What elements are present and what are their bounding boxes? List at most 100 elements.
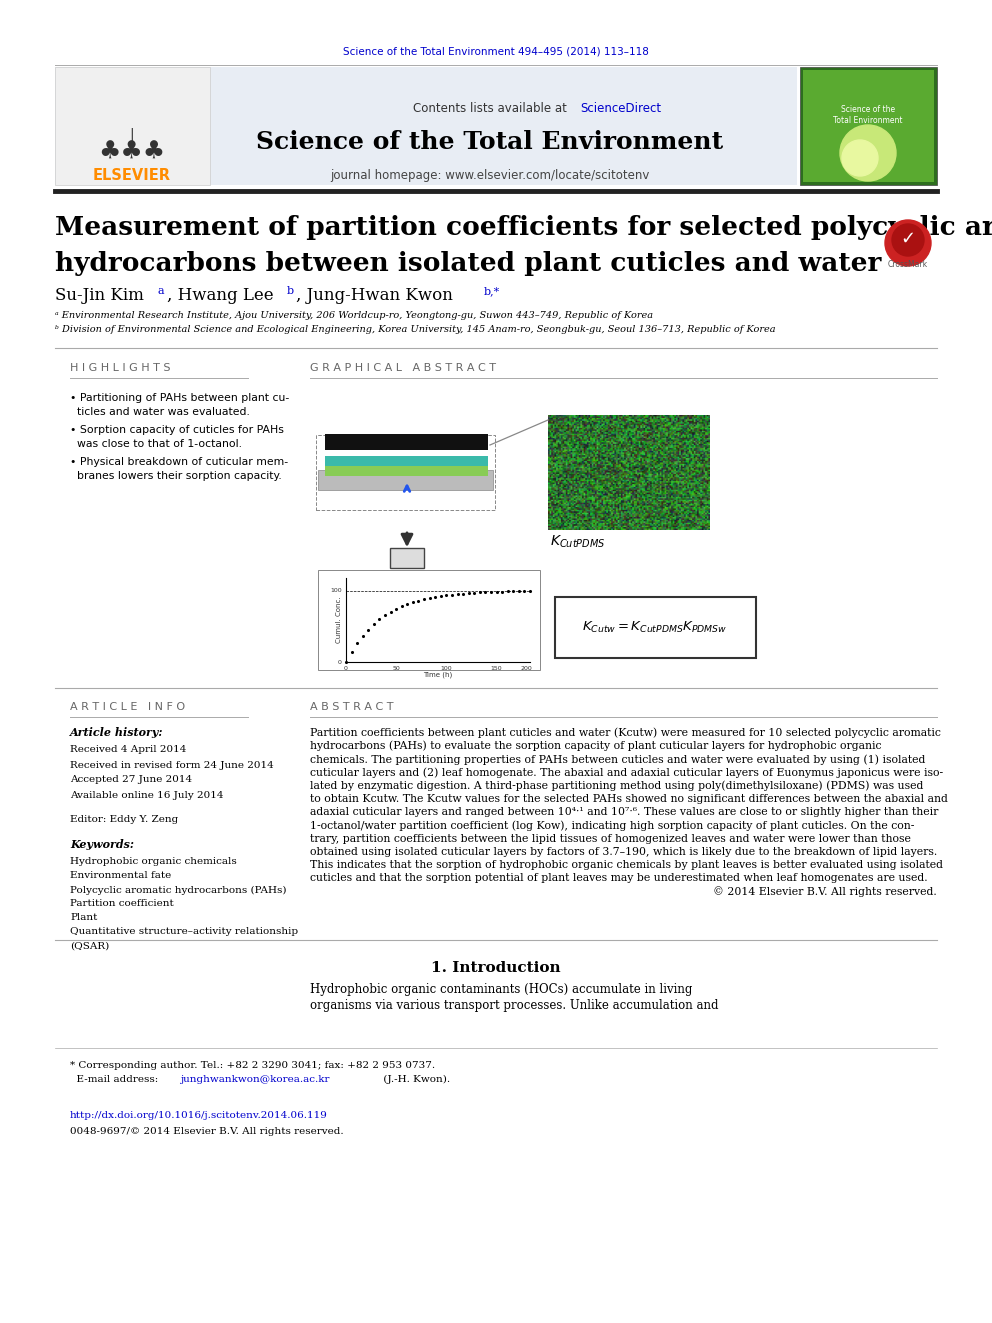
Point xyxy=(505,581,521,602)
Point xyxy=(466,582,482,603)
Text: Accepted 27 June 2014: Accepted 27 June 2014 xyxy=(70,775,192,785)
Text: Article history:: Article history: xyxy=(70,728,164,738)
Text: G R A P H I C A L   A B S T R A C T: G R A P H I C A L A B S T R A C T xyxy=(310,363,496,373)
FancyBboxPatch shape xyxy=(318,570,540,669)
Text: 1-octanol/water partition coefficient (log Kow), indicating high sorption capaci: 1-octanol/water partition coefficient (l… xyxy=(310,820,915,831)
Point xyxy=(411,590,427,611)
Text: , Jung-Hwan Kwon: , Jung-Hwan Kwon xyxy=(296,287,458,304)
Point xyxy=(433,586,448,607)
Text: , Hwang Lee: , Hwang Lee xyxy=(167,287,279,304)
Text: This indicates that the sorption of hydrophobic organic chemicals by plant leave: This indicates that the sorption of hydr… xyxy=(310,860,943,871)
Point xyxy=(511,581,527,602)
Point xyxy=(455,583,471,605)
Text: © 2014 Elsevier B.V. All rights reserved.: © 2014 Elsevier B.V. All rights reserved… xyxy=(713,886,937,897)
Text: A B S T R A C T: A B S T R A C T xyxy=(310,703,394,712)
Point xyxy=(366,614,382,635)
Point xyxy=(489,581,505,602)
Text: Cumul. Conc.: Cumul. Conc. xyxy=(336,597,342,643)
Text: branes lowers their sorption capacity.: branes lowers their sorption capacity. xyxy=(70,471,282,482)
Text: Science of the Total Environment 494–495 (2014) 113–118: Science of the Total Environment 494–495… xyxy=(343,48,649,57)
Circle shape xyxy=(892,224,924,255)
Text: 0: 0 xyxy=(344,665,348,671)
Text: hydrocarbons (PAHs) to evaluate the sorption capacity of plant cuticular layers : hydrocarbons (PAHs) to evaluate the sorp… xyxy=(310,741,882,751)
Point xyxy=(460,582,476,603)
Text: Partition coefficient: Partition coefficient xyxy=(70,900,174,909)
Point xyxy=(483,581,499,602)
Point xyxy=(477,582,493,603)
FancyBboxPatch shape xyxy=(390,548,424,568)
Text: Hydrophobic organic chemicals: Hydrophobic organic chemicals xyxy=(70,857,237,867)
Text: 100: 100 xyxy=(440,665,451,671)
Text: H I G H L I G H T S: H I G H L I G H T S xyxy=(70,363,171,373)
Point xyxy=(377,605,393,626)
Circle shape xyxy=(840,124,896,181)
Circle shape xyxy=(842,140,878,176)
Text: Polycyclic aromatic hydrocarbons (PAHs): Polycyclic aromatic hydrocarbons (PAHs) xyxy=(70,885,287,894)
Text: ✓: ✓ xyxy=(901,230,916,247)
Text: lated by enzymatic digestion. A third-phase partitioning method using poly(dimet: lated by enzymatic digestion. A third-ph… xyxy=(310,781,924,791)
Text: Su-Jin Kim: Su-Jin Kim xyxy=(55,287,149,304)
Text: • Physical breakdown of cuticular mem-: • Physical breakdown of cuticular mem- xyxy=(70,456,288,467)
Point xyxy=(400,594,416,615)
Point xyxy=(349,632,365,654)
Text: Science of the
Total Environment: Science of the Total Environment xyxy=(833,105,903,126)
FancyBboxPatch shape xyxy=(325,456,488,466)
FancyBboxPatch shape xyxy=(325,466,488,476)
Text: cuticles and that the sorption potential of plant leaves may be underestimated w: cuticles and that the sorption potential… xyxy=(310,873,928,884)
Text: Received in revised form 24 June 2014: Received in revised form 24 June 2014 xyxy=(70,761,274,770)
Point xyxy=(500,581,516,602)
Text: http://dx.doi.org/10.1016/j.scitotenv.2014.06.119: http://dx.doi.org/10.1016/j.scitotenv.20… xyxy=(70,1110,328,1119)
Text: Science of the Total Environment: Science of the Total Environment xyxy=(257,130,723,153)
Text: $K_{CutPDMS}$: $K_{CutPDMS}$ xyxy=(550,533,605,550)
Text: Hydrophobic organic contaminants (HOCs) accumulate in living: Hydrophobic organic contaminants (HOCs) … xyxy=(310,983,692,996)
Text: junghwankwon@korea.ac.kr: junghwankwon@korea.ac.kr xyxy=(180,1074,329,1084)
FancyBboxPatch shape xyxy=(55,67,210,185)
Point xyxy=(405,591,421,613)
Text: 150: 150 xyxy=(490,665,502,671)
Text: ᵇ Division of Environmental Science and Ecological Engineering, Korea University: ᵇ Division of Environmental Science and … xyxy=(55,325,776,335)
Point xyxy=(388,598,404,619)
Point xyxy=(449,583,465,605)
FancyBboxPatch shape xyxy=(803,70,934,183)
Text: 50: 50 xyxy=(392,665,400,671)
Text: trary, partition coefficients between the lipid tissues of homogenized leaves an: trary, partition coefficients between th… xyxy=(310,833,911,844)
Text: to obtain Kcutw. The Kcutw values for the selected PAHs showed no significant di: to obtain Kcutw. The Kcutw values for th… xyxy=(310,794,948,804)
Text: ScienceDirect: ScienceDirect xyxy=(580,102,661,115)
Text: 200: 200 xyxy=(520,665,532,671)
FancyBboxPatch shape xyxy=(55,67,797,185)
Point xyxy=(338,651,354,672)
Text: a: a xyxy=(158,286,165,296)
Text: b: b xyxy=(287,286,294,296)
Point xyxy=(343,642,359,663)
Text: was close to that of 1-octanol.: was close to that of 1-octanol. xyxy=(70,439,242,448)
Text: Received 4 April 2014: Received 4 April 2014 xyxy=(70,745,186,754)
Text: Partition coefficients between plant cuticles and water (Kcutw) were measured fo: Partition coefficients between plant cut… xyxy=(310,728,940,738)
Point xyxy=(494,581,510,602)
Text: E-mail address:: E-mail address: xyxy=(70,1074,162,1084)
Point xyxy=(472,582,488,603)
Text: Environmental fate: Environmental fate xyxy=(70,872,172,881)
Text: 0048-9697/© 2014 Elsevier B.V. All rights reserved.: 0048-9697/© 2014 Elsevier B.V. All right… xyxy=(70,1127,343,1136)
Text: adaxial cuticular layers and ranged between 10⁴·¹ and 10⁷·⁶. These values are cl: adaxial cuticular layers and ranged betw… xyxy=(310,807,938,818)
Text: Plant: Plant xyxy=(70,913,97,922)
Point xyxy=(383,601,399,622)
Point xyxy=(416,589,432,610)
Point xyxy=(422,587,437,609)
Text: 1. Introduction: 1. Introduction xyxy=(432,960,560,975)
Text: • Partitioning of PAHs between plant cu-: • Partitioning of PAHs between plant cu- xyxy=(70,393,290,404)
Text: 0: 0 xyxy=(338,659,342,664)
Text: (QSAR): (QSAR) xyxy=(70,942,109,950)
Text: |: | xyxy=(130,128,134,143)
Text: Quantitative structure–activity relationship: Quantitative structure–activity relation… xyxy=(70,927,299,937)
Text: Measurement of partition coefficients for selected polycyclic aromatic: Measurement of partition coefficients fo… xyxy=(55,214,992,239)
Point xyxy=(522,581,538,602)
FancyBboxPatch shape xyxy=(318,470,493,490)
Text: hydrocarbons between isolated plant cuticles and water: hydrocarbons between isolated plant cuti… xyxy=(55,250,881,275)
Text: Contents lists available at: Contents lists available at xyxy=(413,102,570,115)
Text: ELSEVIER: ELSEVIER xyxy=(93,168,171,183)
Text: ᵃ Environmental Research Institute, Ajou University, 206 Worldcup-ro, Yeongtong-: ᵃ Environmental Research Institute, Ajou… xyxy=(55,311,653,320)
Point xyxy=(444,583,460,605)
Text: cuticular layers and (2) leaf homogenate. The abaxial and adaxial cuticular laye: cuticular layers and (2) leaf homogenate… xyxy=(310,767,943,778)
Text: • Sorption capacity of cuticles for PAHs: • Sorption capacity of cuticles for PAHs xyxy=(70,425,284,435)
Point xyxy=(428,586,443,607)
